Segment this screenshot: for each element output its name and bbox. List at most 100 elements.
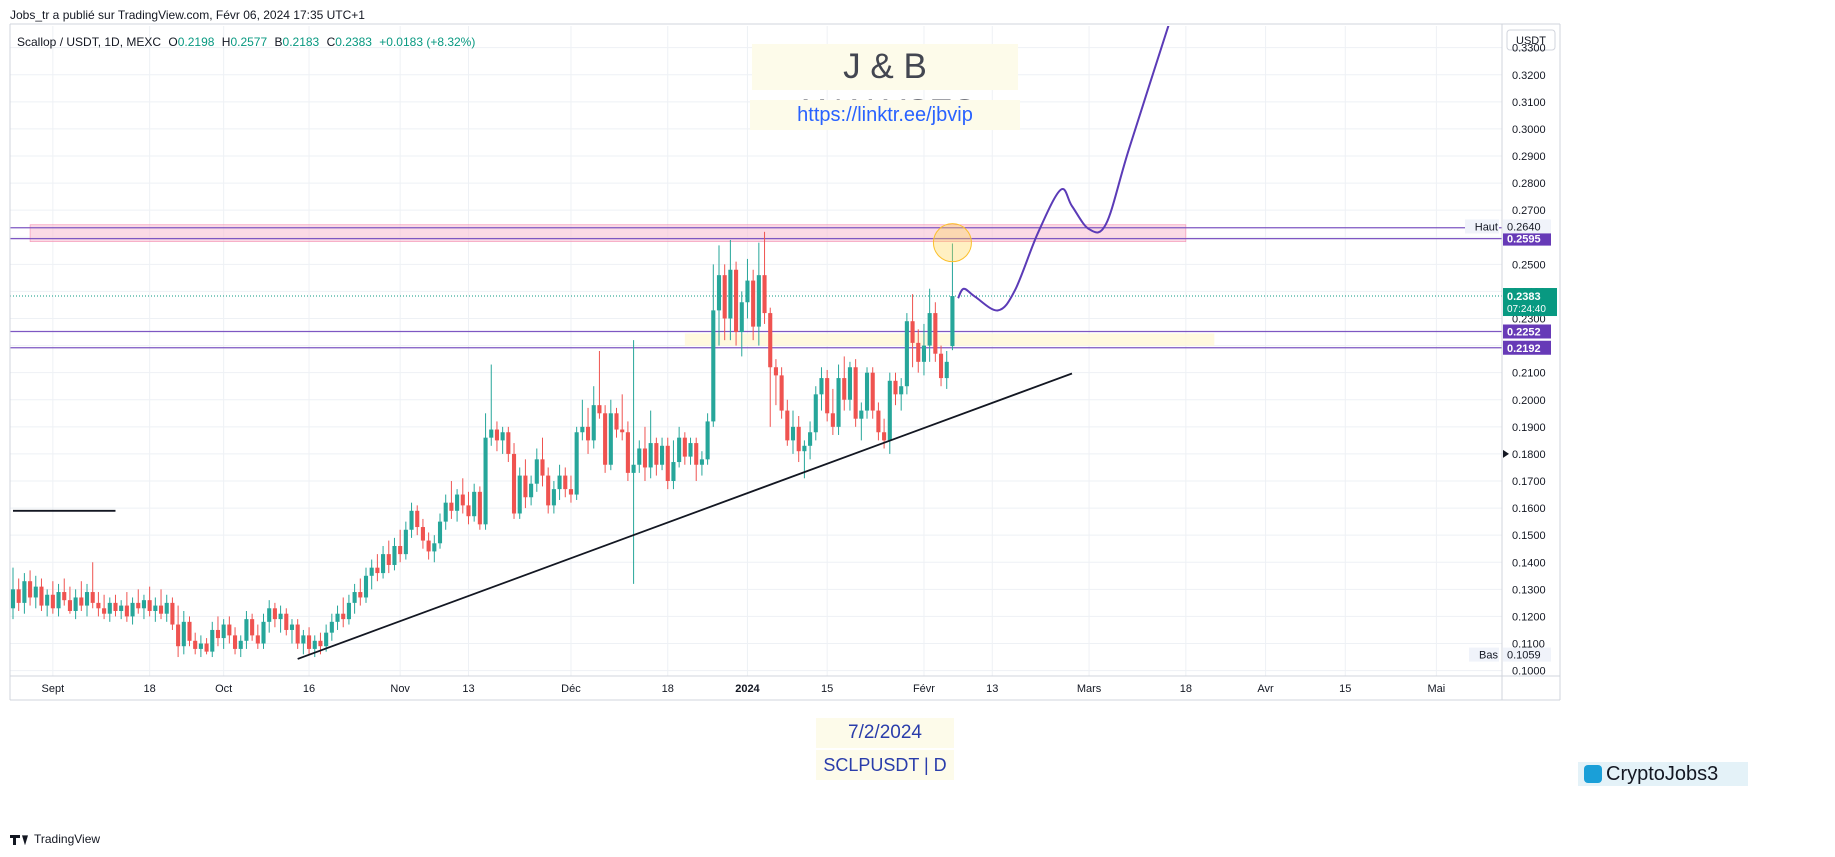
candle-body	[842, 378, 847, 400]
candle-body	[506, 432, 511, 454]
watermark-text: CryptoJobs3	[1606, 763, 1719, 785]
candle-body	[415, 510, 420, 528]
zones	[29, 224, 1215, 346]
y-tick-label: 0.1100	[1512, 639, 1545, 651]
candle-body	[187, 621, 192, 641]
y-tick-label: 0.2100	[1512, 368, 1546, 380]
candle-body	[318, 640, 323, 647]
analysis-pair: SCLPUSDT | D	[816, 750, 954, 780]
ohlc-close-label: C	[326, 35, 336, 49]
candle-body	[893, 380, 898, 395]
candle-body	[728, 269, 733, 319]
candle-body	[90, 592, 95, 603]
x-tick-label: Mai	[1428, 683, 1446, 695]
candle-body	[119, 605, 124, 611]
candle-body	[688, 443, 693, 457]
candle-body	[870, 372, 875, 411]
x-tick-label: Avr	[1257, 683, 1274, 695]
candle-body	[176, 624, 181, 647]
level-label-bg	[1503, 324, 1551, 339]
candle-body	[67, 600, 72, 611]
candle-body	[642, 448, 648, 468]
candle-body	[170, 602, 175, 625]
candle-body	[227, 624, 232, 636]
candle-body	[751, 280, 756, 327]
candle-body	[716, 275, 722, 311]
candle-body	[614, 413, 619, 430]
candle-body	[10, 589, 16, 609]
footer-brand[interactable]: TradingView	[10, 832, 100, 846]
candle-body	[864, 372, 870, 411]
axes: USDT 0.1000 0.1100 0.1200 0.1300 0.1400 0.1500…	[9, 23, 1561, 701]
candle-body	[711, 310, 716, 422]
x-tick-label: 18	[662, 683, 674, 695]
currency-box	[1506, 29, 1556, 51]
candle-body	[113, 602, 118, 611]
y-tick-label: 0.2500	[1512, 259, 1546, 271]
high-marker-value-bg	[1503, 219, 1551, 234]
candle-body	[546, 475, 551, 506]
candle-body	[603, 413, 608, 465]
ohlc-open-label: O	[168, 35, 178, 49]
y-tick-label: 0.1600	[1512, 503, 1546, 515]
candle-body	[130, 602, 135, 617]
candle-body	[517, 475, 522, 514]
candle-body	[540, 459, 545, 476]
candle-body	[620, 429, 625, 433]
candle-body	[677, 437, 682, 463]
trendline	[297, 372, 1073, 660]
x-tick-label: 15	[1339, 683, 1351, 695]
candle-body	[50, 594, 55, 609]
resistance-zone	[29, 224, 1187, 242]
candle-body	[141, 600, 146, 609]
low-marker-name: Bas	[1479, 650, 1498, 662]
candle-body	[329, 621, 334, 633]
candle-body	[164, 602, 169, 614]
watermark-logo-icon	[1584, 765, 1602, 783]
candle-body	[796, 426, 801, 452]
projection-path	[957, 26, 1170, 312]
candle-body	[597, 405, 602, 414]
candle-body	[563, 475, 568, 490]
candle-body	[84, 592, 90, 606]
candle-body	[289, 624, 295, 630]
candle-body	[899, 386, 904, 395]
candle-body	[147, 600, 152, 611]
candle-body	[455, 494, 460, 511]
candle-body	[28, 581, 33, 598]
analysis-link[interactable]: https://linktr.ee/jbvip	[750, 100, 1020, 130]
candle-body	[363, 575, 369, 598]
candle-body	[568, 489, 574, 495]
candle-body	[705, 421, 710, 460]
candle-body	[534, 459, 539, 484]
candle-body	[221, 624, 226, 639]
candle-body	[215, 629, 221, 639]
countdown-label: 07:24:40	[1507, 304, 1546, 315]
y-tick-label: 0.1200	[1512, 611, 1546, 623]
candle-body	[790, 426, 796, 441]
candle-body	[312, 640, 317, 649]
horizontal-levels	[10, 227, 1502, 349]
candle-body	[295, 624, 300, 644]
y-tick-label: 0.3000	[1512, 124, 1546, 136]
y-tick-label: 0.1300	[1512, 584, 1546, 596]
y-tick-label: 0.3200	[1512, 70, 1546, 82]
candle-body	[232, 635, 238, 649]
candle-body	[529, 483, 534, 498]
candle-body	[403, 529, 408, 555]
ohlc-low-value: 0.2183	[282, 35, 320, 49]
candle-body	[808, 432, 813, 446]
candle-body	[904, 321, 909, 387]
level-label-bg	[1503, 340, 1551, 355]
candle-body	[107, 602, 112, 614]
candle-body	[625, 432, 630, 473]
candle-body	[358, 592, 363, 598]
candle-body	[591, 405, 596, 441]
candle-body	[22, 581, 27, 603]
y-tick-label: 0.2700	[1512, 205, 1546, 217]
candle-body	[511, 453, 517, 514]
candle-body	[489, 429, 494, 438]
candle-body	[665, 445, 670, 481]
candle-body	[250, 619, 255, 636]
